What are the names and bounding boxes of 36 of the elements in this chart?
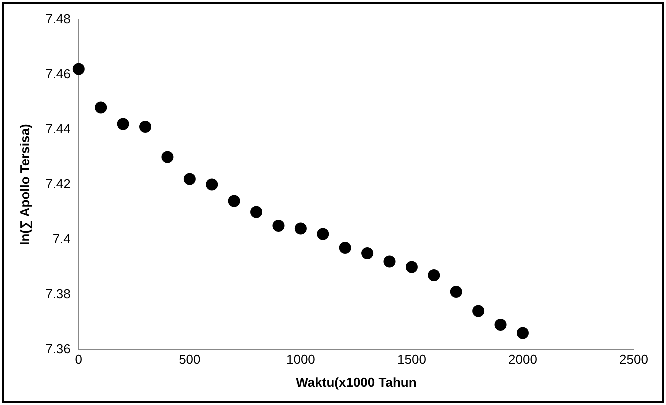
point [428, 270, 440, 282]
point [362, 248, 374, 260]
point [140, 121, 152, 134]
x-tick-label: 0 [75, 352, 83, 368]
y-tick-label: 7.44 [46, 121, 71, 136]
y-tick-label: 7.46 [46, 66, 71, 82]
y-tick-label: 7.42 [46, 176, 71, 192]
y-tick-label: 7.4 [52, 231, 71, 246]
point [317, 228, 330, 240]
x-tick-label: 1000 [286, 352, 316, 368]
y-tick-label: 7.38 [46, 286, 71, 302]
x-axis-title: Waktu(x1000 Tahun [296, 374, 417, 390]
y-tick-label: 7.48 [46, 11, 71, 26]
y-tick-label: 7.36 [46, 341, 71, 356]
point [162, 151, 174, 164]
point [184, 173, 196, 186]
point [472, 305, 485, 318]
point [228, 195, 240, 208]
point [272, 220, 285, 232]
point [406, 261, 418, 274]
point [250, 206, 263, 218]
point [117, 118, 130, 130]
point [339, 242, 352, 254]
point [72, 63, 85, 76]
point [384, 256, 396, 268]
point [95, 102, 108, 114]
point [494, 319, 507, 332]
x-tick-label: 2500 [620, 352, 648, 368]
x-tick-label: 1500 [398, 352, 426, 368]
point [294, 222, 307, 235]
point [516, 327, 529, 340]
point [206, 178, 218, 191]
x-tick-label: 500 [179, 352, 201, 368]
y-axis-title: ln(∑ Apollo Tersisa) [17, 124, 32, 246]
point [450, 286, 462, 298]
x-tick-label: 2000 [508, 352, 538, 368]
